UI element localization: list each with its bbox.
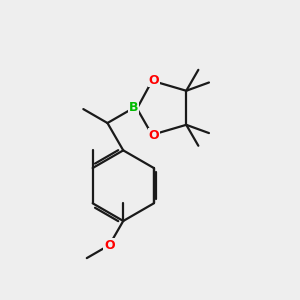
Text: O: O xyxy=(104,238,115,252)
Text: O: O xyxy=(148,74,159,87)
Text: O: O xyxy=(148,129,159,142)
Text: B: B xyxy=(129,101,139,114)
